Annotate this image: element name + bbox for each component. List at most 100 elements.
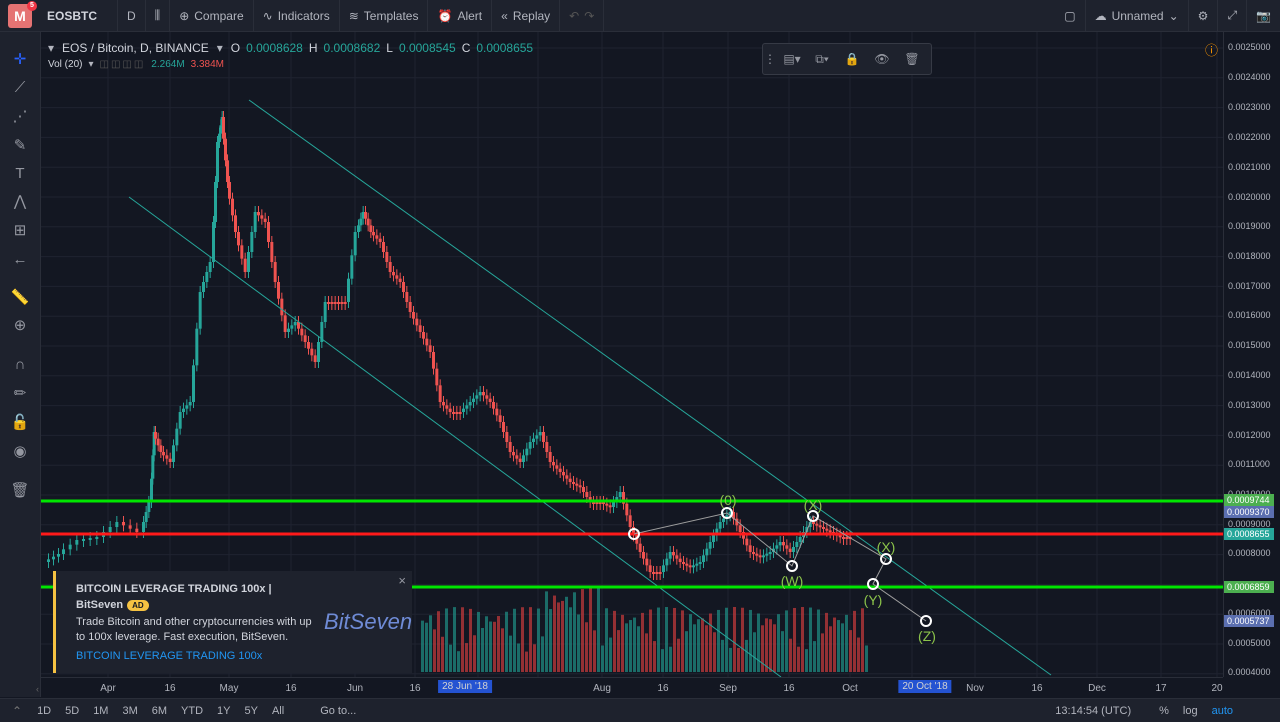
log-toggle[interactable]: log <box>1182 704 1198 717</box>
warning-icon[interactable]: ⓘ <box>1205 43 1219 58</box>
candle-body <box>353 232 357 256</box>
candle-body <box>422 332 425 339</box>
time-tick-label: 16 <box>657 683 669 694</box>
settings-button[interactable]: ⚙ <box>1189 0 1219 31</box>
candle-body <box>372 232 375 236</box>
range-button[interactable]: 6M <box>151 704 168 717</box>
scroll-left-icon[interactable]: ‹ <box>36 684 39 694</box>
candle-body <box>228 182 231 199</box>
volume-bar <box>485 616 488 672</box>
price-axis[interactable]: 0.0025000 0.0024000 0.0023000 0.0022000 0.00… <box>1223 32 1280 677</box>
undo-icon[interactable]: ↶ <box>569 8 580 23</box>
candle-body <box>382 242 385 252</box>
symbol-search[interactable]: EOSBTC <box>38 0 118 31</box>
price-tick-label: 0.0004000 <box>1228 667 1271 677</box>
volume-controls-icon[interactable]: ◫◫◫◫ <box>99 59 146 70</box>
brush-icon[interactable]: ✎ <box>13 137 27 154</box>
ad-banner[interactable]: BITCOIN LEVERAGE TRADING 100x | BitSeven… <box>53 571 412 673</box>
clock-label[interactable]: 13:14:54 (UTC) <box>1055 704 1132 717</box>
range-button[interactable]: 1D <box>37 704 52 717</box>
eye-icon[interactable]: 👁 <box>874 52 890 66</box>
chart-pane[interactable] <box>41 32 1223 677</box>
replay-button[interactable]: « Replay <box>492 0 561 31</box>
range-button[interactable]: YTD <box>181 704 204 717</box>
range-button[interactable]: All <box>271 704 285 717</box>
candle-body <box>482 392 485 396</box>
stay-drawing-icon[interactable]: ✏ <box>13 385 27 402</box>
magnet-icon[interactable]: ∩ <box>14 355 26 373</box>
ad-brand-logo[interactable]: BitSeven <box>324 609 413 634</box>
text-tool-icon[interactable]: T <box>15 164 25 182</box>
volume-bar <box>545 591 548 672</box>
chart-style-button[interactable]: ⫼ <box>146 0 171 31</box>
candle-body <box>226 160 229 182</box>
prediction-tool-icon[interactable]: ⊞ <box>13 222 27 239</box>
template-icon[interactable]: ▤▾ <box>783 52 801 66</box>
time-axis[interactable]: Apr 16 May 16 Jun 16 Aug 16 Sep 16 Oct Nov 16 Dec 17 20… <box>41 677 1223 698</box>
volume-title[interactable]: Vol (20) <box>48 59 83 70</box>
range-button[interactable]: 1Y <box>217 704 231 717</box>
candle-body <box>52 556 55 560</box>
goto-button[interactable]: Go to... <box>320 704 357 717</box>
volume-bar <box>553 595 556 672</box>
volume-bar <box>721 639 724 672</box>
redo-icon[interactable]: ↷ <box>584 8 595 23</box>
candle-body <box>662 565 665 572</box>
close-icon[interactable]: × <box>398 573 406 588</box>
app-logo[interactable]: M 5 <box>8 0 37 28</box>
volume-bar <box>709 613 712 672</box>
snapshot-button[interactable]: 📷 <box>1247 0 1280 31</box>
range-button[interactable]: 5D <box>65 704 80 717</box>
ruler-icon[interactable]: 📏 <box>10 289 30 306</box>
candle-body <box>395 275 399 279</box>
chevron-up-icon[interactable]: ⌃ <box>12 703 23 718</box>
interval-button[interactable]: D <box>118 0 146 31</box>
indicators-button[interactable]: ∿ Indicators <box>254 0 340 31</box>
trend-line-icon[interactable]: ⟋ <box>14 78 26 96</box>
volume-bar <box>529 607 532 672</box>
ad-link[interactable]: BITCOIN LEVERAGE TRADING 100x <box>76 650 263 662</box>
candle-body <box>435 368 439 386</box>
trash-icon[interactable]: 🗑 <box>904 52 920 66</box>
zoom-icon[interactable]: ⊕ <box>13 317 27 334</box>
layout-name-button[interactable]: ☁ Unnamed ⌄ <box>1086 0 1189 31</box>
chevron-down-icon[interactable]: ▾ <box>88 59 94 70</box>
arrow-left-icon[interactable]: ← <box>12 250 28 268</box>
drag-handle-icon[interactable]: ⋮ <box>764 52 776 66</box>
volume-bar <box>629 620 632 672</box>
crosshair-icon[interactable]: ✛ <box>13 51 27 68</box>
series-title[interactable]: EOS / Bitcoin, D, BINANCE <box>62 41 209 55</box>
volume-bar <box>493 621 496 672</box>
compare-button[interactable]: ⊕ Compare <box>170 0 254 31</box>
chevron-down-icon[interactable]: ▾ <box>216 41 223 55</box>
fullscreen-button[interactable]: ⤢ <box>1218 0 1248 31</box>
range-button[interactable]: 5Y <box>244 704 258 717</box>
candle-body <box>592 502 595 504</box>
alert-button[interactable]: ⏰ Alert <box>428 0 493 31</box>
lock-icon[interactable]: 🔓 <box>10 414 30 431</box>
clone-icon[interactable]: ⧉▾ <box>815 51 829 66</box>
candle-body <box>438 385 442 402</box>
trash-icon[interactable]: 🗑 <box>10 482 30 499</box>
volume-ma-value: 3.384M <box>190 59 225 70</box>
candle-body <box>728 512 732 516</box>
fib-tool-icon[interactable]: ⋰ <box>12 108 28 125</box>
channel-upper-line <box>248 99 1052 676</box>
collapse-icon[interactable]: ▾ <box>48 41 55 55</box>
percent-toggle[interactable]: % <box>1159 704 1169 717</box>
eye-icon[interactable]: ◉ <box>13 443 27 460</box>
templates-button[interactable]: ≋ Templates <box>340 0 429 31</box>
volume-bar <box>561 600 564 672</box>
auto-toggle[interactable]: auto <box>1211 704 1233 717</box>
layout-select-button[interactable]: ▢ <box>1055 0 1086 31</box>
volume-bar <box>565 596 568 672</box>
range-button[interactable]: 3M <box>122 704 138 717</box>
pattern-tool-icon[interactable]: ⋀ <box>13 193 27 210</box>
ad-headline[interactable]: BITCOIN LEVERAGE TRADING 100x | BitSeven… <box>76 581 286 614</box>
volume-bar <box>517 643 520 672</box>
volume-bar <box>833 617 836 672</box>
range-button[interactable]: 1M <box>93 704 109 717</box>
lock-icon[interactable]: 🔒 <box>844 52 860 66</box>
candle-body <box>458 412 462 414</box>
price-chart-canvas[interactable] <box>41 32 1223 677</box>
